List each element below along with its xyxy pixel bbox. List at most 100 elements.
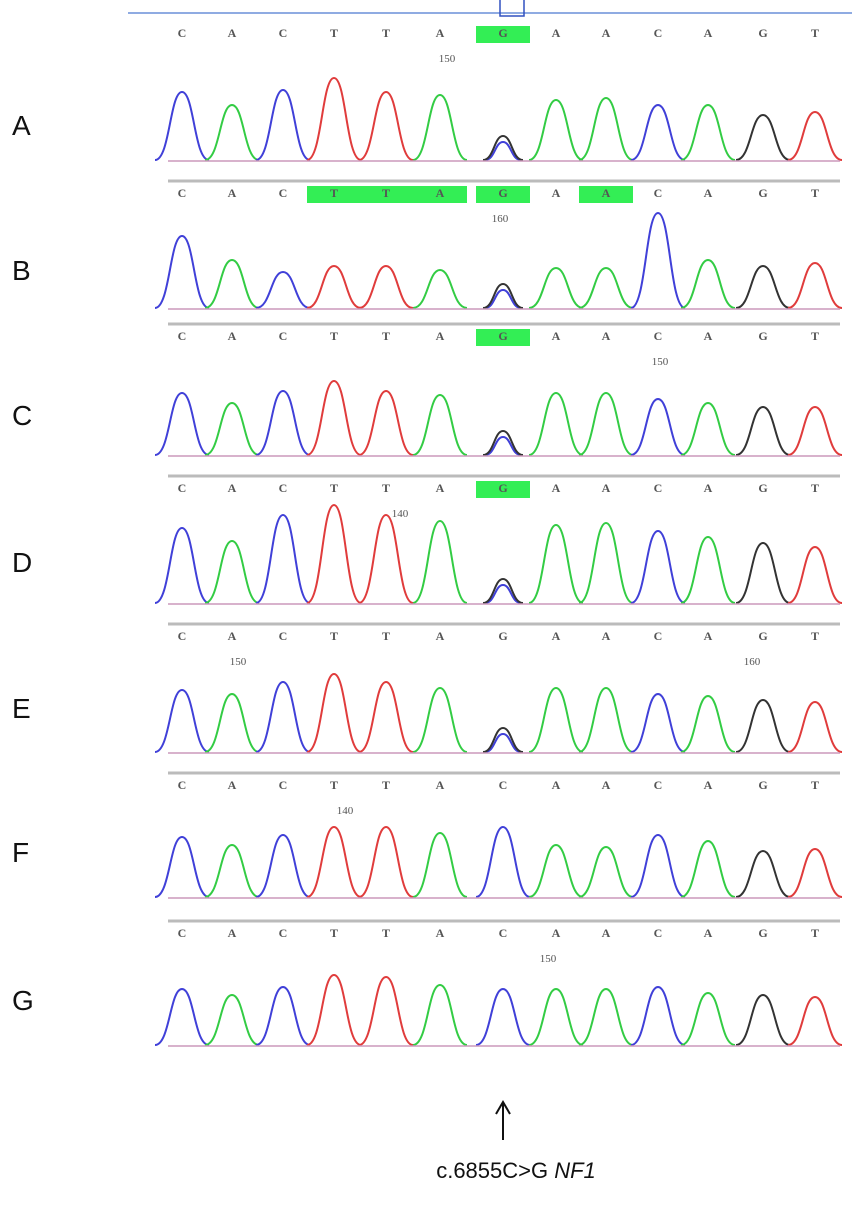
peak	[529, 845, 583, 897]
base-call: A	[602, 329, 611, 343]
peak	[205, 694, 259, 752]
peak	[256, 987, 310, 1045]
base-call: G	[498, 629, 507, 643]
base-call: T	[382, 778, 390, 792]
peak	[579, 393, 633, 455]
peak	[631, 399, 685, 455]
panel-label: C	[12, 400, 32, 431]
base-call: T	[382, 629, 390, 643]
panel-label: B	[12, 255, 31, 286]
peak	[681, 696, 735, 752]
base-call: A	[436, 778, 445, 792]
base-call: C	[178, 329, 187, 343]
peak	[788, 849, 842, 897]
base-call: A	[436, 26, 445, 40]
peak	[681, 105, 735, 160]
peak	[256, 90, 310, 160]
peak	[529, 989, 583, 1045]
peak	[155, 528, 209, 603]
base-call: T	[330, 778, 338, 792]
peak	[256, 682, 310, 752]
base-call: T	[811, 629, 819, 643]
base-call: T	[330, 186, 338, 200]
base-call: T	[811, 26, 819, 40]
peak	[205, 845, 259, 897]
peak	[205, 260, 259, 308]
peak	[476, 989, 530, 1045]
peak	[307, 381, 361, 455]
base-call: T	[382, 329, 390, 343]
base-call: A	[436, 629, 445, 643]
base-call: T	[811, 778, 819, 792]
peak	[256, 272, 310, 308]
peak	[681, 841, 735, 897]
position-number: 140	[392, 508, 409, 520]
position-number: 140	[337, 805, 354, 817]
base-call: C	[654, 186, 663, 200]
peak	[529, 100, 583, 160]
peak	[205, 403, 259, 455]
peak	[631, 987, 685, 1045]
position-number: 150	[439, 53, 456, 65]
base-call: C	[279, 186, 288, 200]
base-call: T	[811, 481, 819, 495]
base-call: G	[758, 926, 767, 940]
peak	[256, 515, 310, 603]
peak	[631, 835, 685, 897]
base-call: T	[382, 186, 390, 200]
base-call: T	[382, 26, 390, 40]
base-call: A	[602, 26, 611, 40]
base-call: C	[499, 778, 508, 792]
peak	[307, 505, 361, 603]
peak	[476, 827, 530, 897]
base-call: C	[279, 926, 288, 940]
peak	[788, 407, 842, 455]
peak	[736, 266, 790, 308]
peak	[529, 688, 583, 752]
base-call: C	[279, 329, 288, 343]
base-call: T	[811, 186, 819, 200]
position-number: 150	[652, 356, 669, 368]
base-call: G	[498, 26, 507, 40]
base-call: T	[382, 481, 390, 495]
peak	[788, 702, 842, 752]
base-call: G	[498, 481, 507, 495]
peak	[413, 395, 467, 455]
position-number: 160	[744, 656, 761, 668]
base-call: C	[654, 26, 663, 40]
base-call: G	[758, 26, 767, 40]
base-call: A	[602, 186, 611, 200]
base-call: G	[758, 778, 767, 792]
base-call: A	[602, 926, 611, 940]
peak	[413, 833, 467, 897]
peak	[788, 547, 842, 603]
peak	[359, 977, 413, 1045]
peak	[359, 92, 413, 160]
peak	[256, 391, 310, 455]
peak	[307, 674, 361, 752]
base-call: A	[228, 26, 237, 40]
peak	[413, 270, 467, 308]
base-call: A	[228, 926, 237, 940]
base-call: C	[654, 629, 663, 643]
base-call: A	[436, 329, 445, 343]
peak	[413, 688, 467, 752]
panel-label: E	[12, 693, 31, 724]
base-call: A	[552, 629, 561, 643]
base-call: T	[811, 329, 819, 343]
base-call: A	[602, 629, 611, 643]
base-call: T	[330, 329, 338, 343]
peak	[788, 997, 842, 1045]
figure: A C A C T T A G A A C A G T 150 B C A C T T A G A A C A G T 160 C C A C T T…	[0, 0, 852, 1212]
base-call: A	[228, 186, 237, 200]
peak	[681, 403, 735, 455]
base-call: T	[330, 629, 338, 643]
base-call: A	[228, 778, 237, 792]
position-number: 150	[230, 656, 247, 668]
peak	[359, 515, 413, 603]
base-call: C	[279, 481, 288, 495]
peak	[307, 266, 361, 308]
peak	[413, 95, 467, 160]
base-call: A	[436, 481, 445, 495]
peak	[483, 284, 523, 308]
